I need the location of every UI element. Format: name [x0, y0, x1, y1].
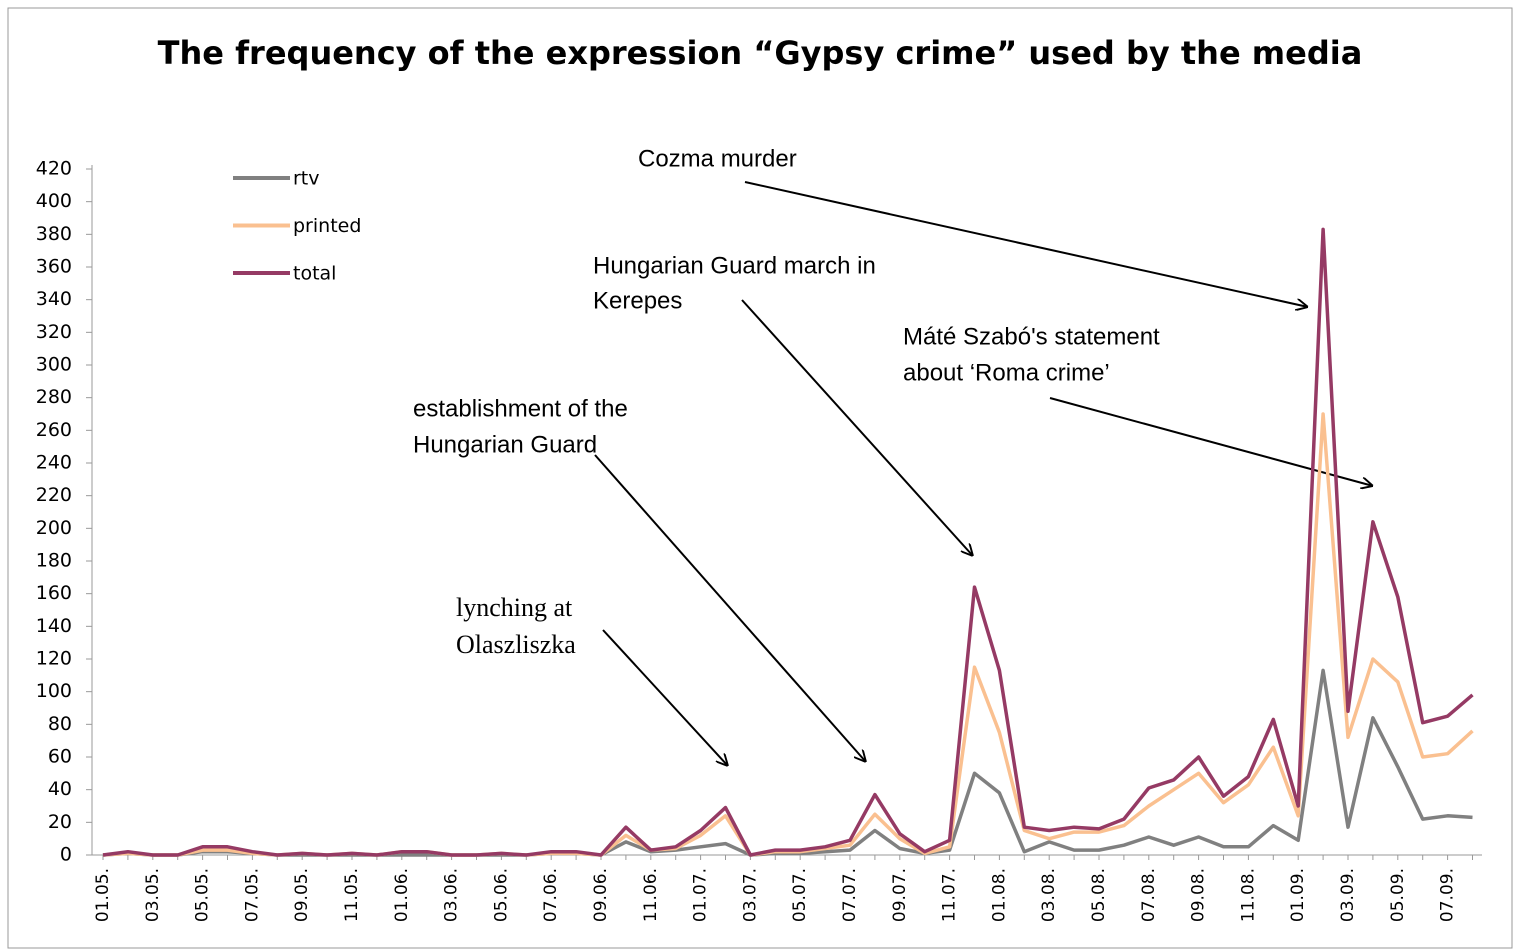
- y-tick-label: 280: [36, 386, 72, 408]
- annotation: Hungarian Guard: [413, 431, 597, 458]
- annotation: Cozma murder: [638, 145, 797, 172]
- y-tick-label: 340: [36, 288, 72, 310]
- y-tick-label: 400: [36, 190, 72, 212]
- x-tick-label: 01.09.: [1288, 868, 1308, 922]
- x-tick-label: 11.05.: [342, 868, 362, 922]
- y-tick-label: 0: [60, 844, 72, 866]
- y-tick-label: 360: [36, 256, 72, 278]
- x-tick-label: 11.06.: [641, 868, 661, 922]
- x-tick-label: 07.05.: [242, 868, 262, 922]
- y-tick-label: 100: [36, 680, 72, 702]
- x-tick-label: 05.07.: [790, 868, 810, 922]
- x-tick-label: 03.07.: [740, 868, 760, 922]
- x-tick-label: 07.09.: [1438, 868, 1458, 922]
- y-tick-label: 420: [36, 158, 72, 180]
- x-tick-label: 03.05.: [143, 868, 163, 922]
- x-tick-label: 01.08.: [989, 868, 1009, 922]
- y-tick-label: 200: [36, 517, 72, 539]
- x-tick-label: 03.06.: [442, 868, 462, 922]
- x-tick-label: 05.05.: [193, 868, 213, 922]
- annotations: Cozma murder Hungarian Guard march in Ke…: [413, 145, 1373, 766]
- x-tick-label: 07.06.: [541, 868, 561, 922]
- y-tick-label: 240: [36, 452, 72, 474]
- y-tick-label: 160: [36, 582, 72, 604]
- annotation: Kerepes: [593, 287, 682, 314]
- chart-title: The frequency of the expression “Gypsy c…: [158, 34, 1363, 72]
- x-tick-label: 11.08.: [1238, 868, 1258, 922]
- x-tick-label: 01.06.: [392, 868, 412, 922]
- legend-label: rtv: [293, 168, 320, 190]
- y-tick-label: 180: [36, 550, 72, 572]
- y-tick-label: 320: [36, 321, 72, 343]
- x-tick-label: 03.09.: [1338, 868, 1358, 922]
- x-tick-label: 01.05.: [93, 868, 113, 922]
- x-tick-label: 07.07.: [840, 868, 860, 922]
- x-tick-label: 03.08.: [1039, 868, 1059, 922]
- y-tick-label: 120: [36, 648, 72, 670]
- x-tick-label: 01.07.: [691, 868, 711, 922]
- y-tick-label: 260: [36, 419, 72, 441]
- arrow: [744, 181, 1308, 307]
- x-tick-label: 05.06.: [491, 868, 511, 922]
- series-line: [102, 412, 1474, 857]
- y-tick-label: 140: [36, 615, 72, 637]
- arrow: [602, 629, 728, 766]
- y-tick-label: 80: [48, 713, 72, 735]
- x-tick-label: 09.08.: [1189, 868, 1209, 922]
- y-tick-label: 300: [36, 354, 72, 376]
- x-tick-label: 09.05.: [292, 868, 312, 922]
- annotation: Olaszliszka: [456, 630, 576, 659]
- annotation: about ‘Roma crime’: [903, 359, 1110, 386]
- legend-label: total: [293, 263, 336, 285]
- arrow: [594, 454, 866, 762]
- x-tick-label: 09.06.: [591, 868, 611, 922]
- series-line: [102, 668, 1473, 857]
- annotation: lynching at: [456, 593, 573, 622]
- annotation: Máté Szabó's statement: [903, 323, 1160, 350]
- annotation: establishment of the: [413, 395, 628, 422]
- x-tick-label: 07.08.: [1139, 868, 1159, 922]
- y-tick-label: 60: [48, 746, 72, 768]
- x-tick-label: 11.07.: [940, 868, 960, 922]
- annotation: Hungarian Guard march in: [593, 252, 876, 279]
- y-tick-label: 40: [48, 778, 72, 800]
- frame: [7, 7, 1513, 949]
- series-line: [102, 227, 1474, 857]
- arrow: [741, 299, 973, 556]
- x-tick-label: 09.07.: [890, 868, 910, 922]
- x-tick-label: 05.09.: [1388, 868, 1408, 922]
- legend-label: printed: [293, 215, 361, 237]
- y-tick-label: 220: [36, 484, 72, 506]
- y-tick-label: 380: [36, 223, 72, 245]
- y-tick-label: 20: [48, 811, 72, 833]
- x-tick-label: 05.08.: [1089, 868, 1109, 922]
